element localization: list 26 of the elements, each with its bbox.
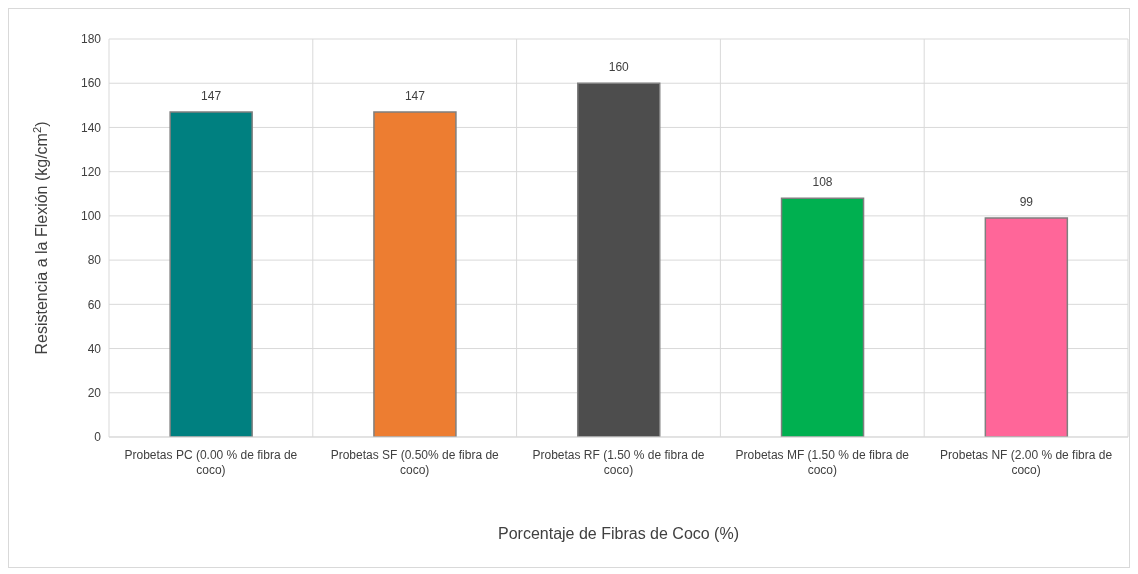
x-axis-title: Porcentaje de Fibras de Coco (%): [498, 525, 739, 542]
bar: [780, 197, 865, 437]
y-tick-label: 60: [87, 297, 102, 312]
x-tick-label: Probetas NF (2.00 % de fibra de coco): [940, 448, 1113, 477]
y-tick-label: 40: [87, 341, 102, 356]
y-tick-label: 80: [87, 253, 102, 268]
data-label: 99: [1019, 195, 1034, 210]
bar: [373, 111, 457, 437]
y-tick-label: 20: [87, 386, 102, 401]
x-tick-label: Probetas SF (0.50% de fibra de coco): [330, 448, 500, 477]
y-tick-label: 140: [80, 120, 102, 135]
y-tick-label: 100: [80, 209, 102, 224]
data-label: 108: [812, 175, 833, 190]
bar: [984, 217, 1069, 437]
bar: [576, 82, 661, 437]
x-tick-label: Probetas RF (1.50 % de fibra de coco): [532, 448, 705, 477]
y-tick-label: 0: [94, 430, 102, 445]
bar: [169, 111, 253, 437]
x-tick-label: Probetas PC (0.00 % de fibra de coco): [124, 448, 298, 477]
data-label: 147: [404, 88, 426, 103]
data-label: 160: [608, 60, 630, 75]
data-label: 147: [201, 88, 222, 103]
y-tick-label: 160: [80, 76, 102, 91]
y-tick-label: 180: [80, 32, 102, 47]
y-tick-label: 120: [80, 164, 102, 179]
x-tick-label: Probetas MF (1.50 % de fibra de coco): [735, 448, 910, 477]
